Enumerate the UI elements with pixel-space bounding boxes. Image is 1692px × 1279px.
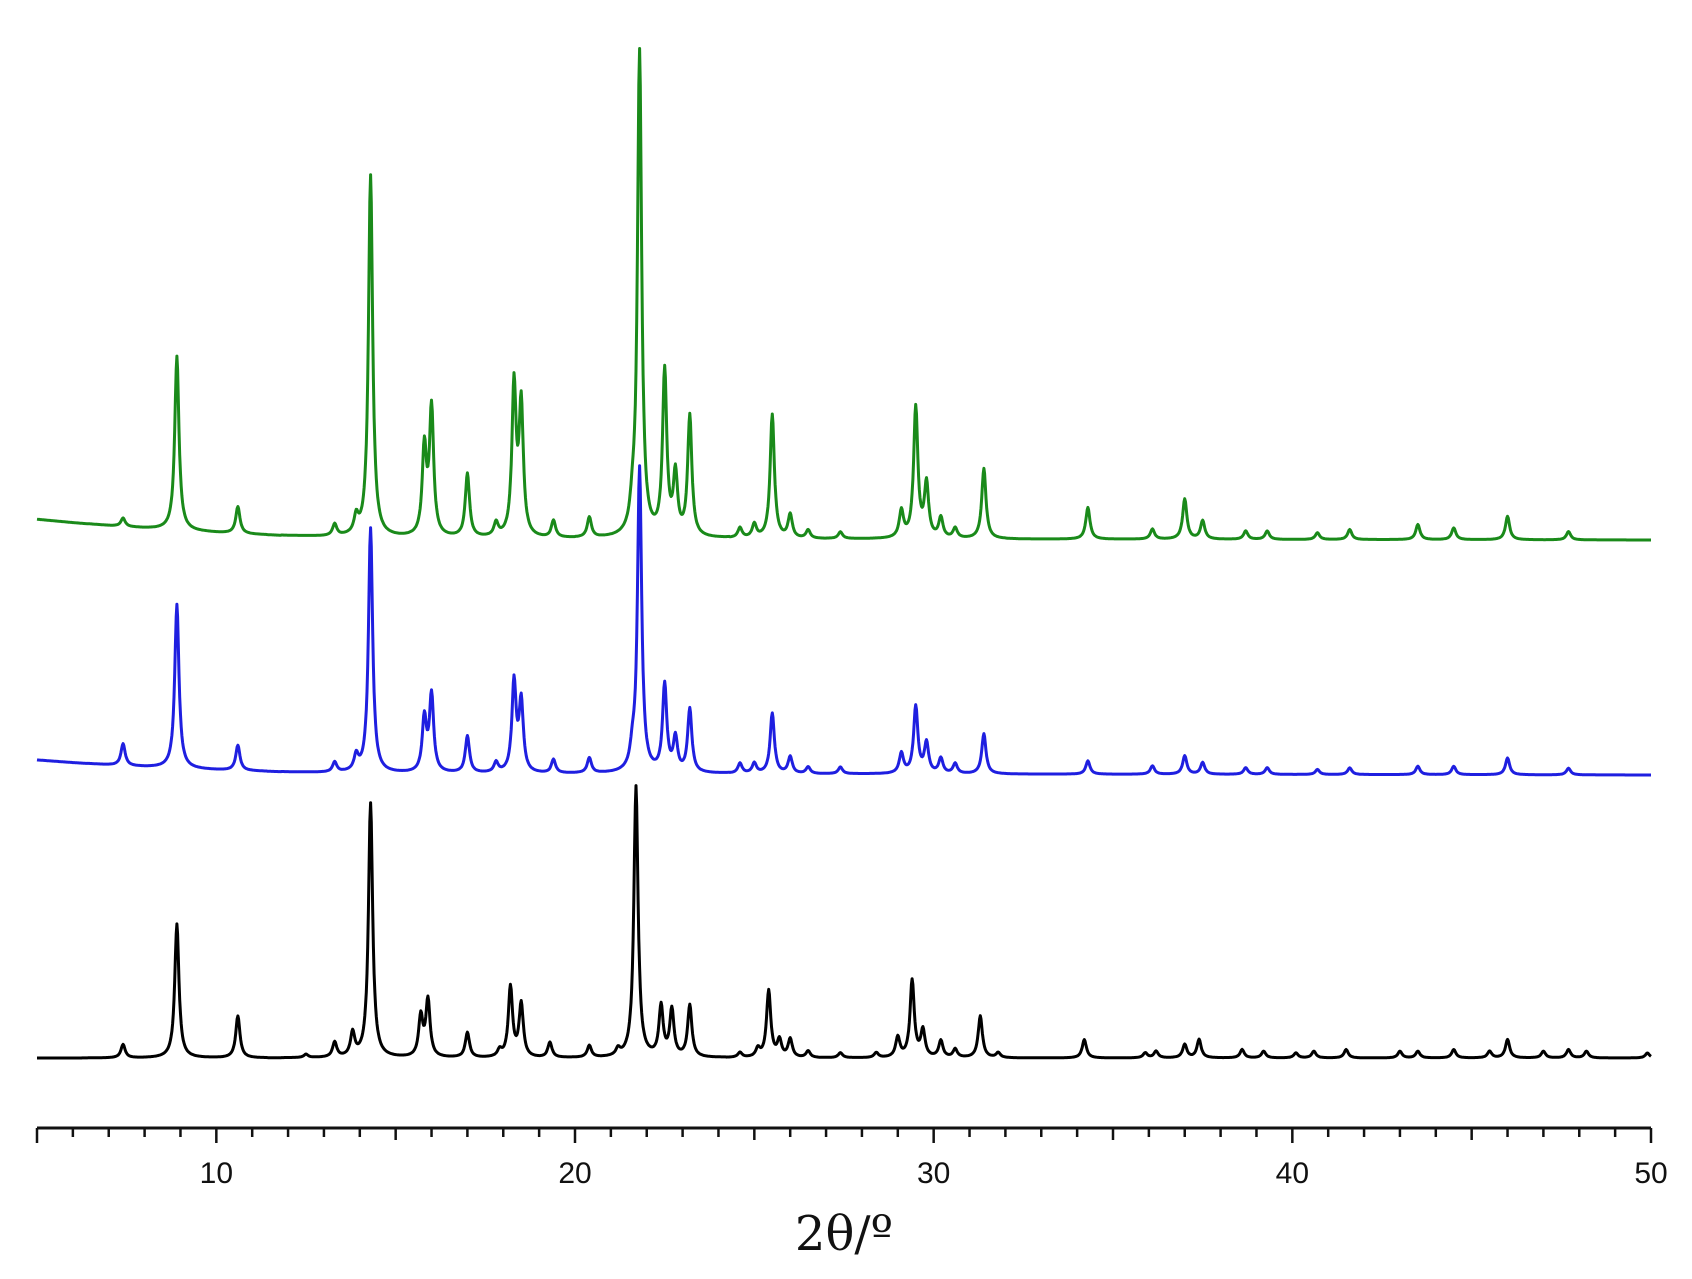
x-axis-title: 2θ/º — [795, 1206, 893, 1262]
series-line-2 — [36, 464, 1652, 777]
x-axis: 10 20 30 40 50 — [35, 1126, 1668, 1190]
x-tick-label: 20 — [558, 1157, 591, 1190]
x-tick-label: 30 — [917, 1157, 950, 1190]
series-line-1 — [36, 47, 1652, 542]
x-tick-label: 10 — [200, 1157, 233, 1190]
series-layer — [36, 47, 1652, 1060]
x-axis-tick-labels: 10 20 30 40 50 — [200, 1157, 1668, 1190]
series-line-3 — [36, 784, 1652, 1060]
x-axis-ticks — [35, 1128, 1653, 1143]
x-tick-label: 40 — [1276, 1157, 1309, 1190]
x-tick-label: 50 — [1634, 1157, 1667, 1190]
